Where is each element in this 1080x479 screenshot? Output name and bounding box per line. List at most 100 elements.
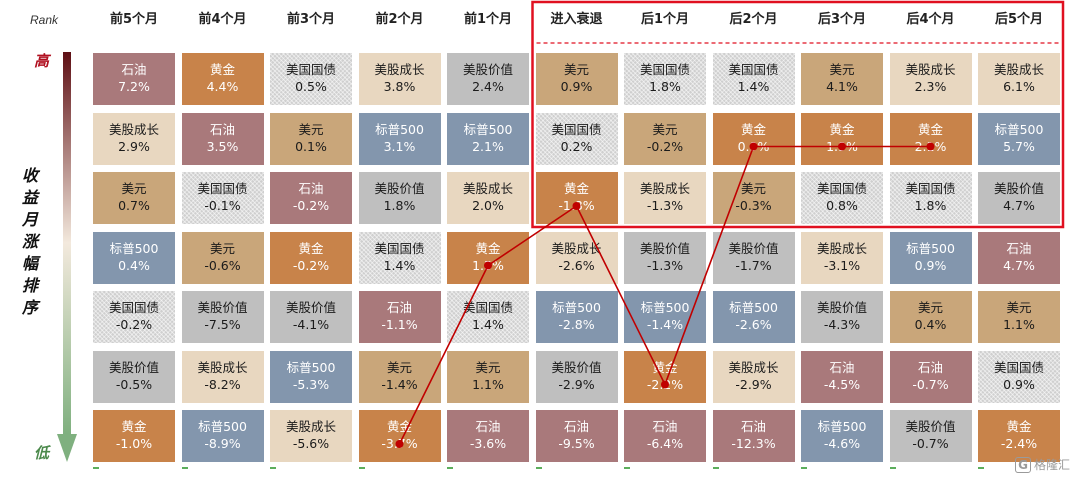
cell-asset: 美国国债 [108,300,159,315]
cell-asset: 黄金 [298,240,324,256]
cell-asset: 美股价值 [551,359,602,375]
grid-cell: 美元 0.9% [535,53,618,105]
cell-value: 2.3% [914,79,947,94]
cell-value: 0.5% [295,79,327,94]
grid-cell: 美股价值 -4.1% [270,291,352,343]
cell-asset: 美股成长 [905,62,956,77]
cell-asset: 标普500 [463,121,513,137]
cell-value: -8.2% [204,376,241,392]
column-header: 前2个月 [375,12,424,27]
column-base-tick [624,467,630,469]
cell-value: -2.9% [735,376,772,392]
watermark: G 格隆汇 [1015,456,1070,473]
cell-asset: 石油 [386,300,412,315]
cell-asset: 美股价值 [728,240,779,256]
grid-cell: 黄金-2.2% [624,350,706,403]
grid-cell: 标普500 2.1% [447,112,529,165]
highlight-box [531,0,1065,229]
cell-asset: 美元 [563,62,589,77]
gold-rank-point [572,202,581,210]
cell-value: 1.4% [737,79,770,94]
watermark-logo-icon: G [1015,457,1031,473]
grid-cell: 美股成长 6.1% [978,53,1060,105]
gold-rank-point [484,261,492,270]
y-axis-title-char: 涨 [22,232,39,251]
cell-value: -0.5% [115,376,153,392]
cell-value: 4.7% [1003,257,1035,273]
cell-value: -4.6% [823,436,861,451]
column-header: 前3个月 [286,12,336,27]
cell-value: 1.8% [649,79,681,94]
cell-value: -1.7% [735,257,772,273]
cell-asset: 美股成长 [462,181,513,196]
cell-asset: 美股成长 [728,359,779,375]
column-base-tick [93,467,99,469]
cell-asset: 美股成长 [108,121,159,137]
grid-cell: 美股成长 3.8% [358,53,441,105]
cell-asset: 标普500 [640,300,690,315]
cell-value: -6.4% [646,436,684,451]
grid-cell: 美国国债 0.2% [535,113,618,165]
cell-value: -2.8% [558,317,595,332]
grid-cell: 美股价值 -4.3% [801,291,883,343]
grid-cell: 美元 0.4% [889,291,972,343]
grid-cell: 美股成长 -8.2% [181,350,264,403]
column-base-tick [801,467,807,469]
grid-cell: 标普500 -2.6% [712,291,795,343]
cell-value: -0.6% [204,257,241,273]
cell-asset: 石油 [209,121,235,137]
grid-cell: 标普500 -2.8% [535,291,618,343]
cell-asset: 美股价值 [993,181,1044,196]
grid-cell: 石油 7.2% [93,53,175,105]
grid-cell: 美元 -0.6% [181,231,264,284]
cell-value: 7.2% [118,79,150,94]
cell-asset: 美元 [917,300,943,315]
cell-value: -0.2% [646,138,684,154]
grid-cell: 美股成长 -2.6% [535,231,618,284]
cell-value: 2.0% [472,198,504,213]
column-base-tick [447,467,453,469]
cell-value: -2.9% [558,376,595,392]
column-base-tick [889,467,896,469]
cell-value: 0.2% [560,138,593,154]
cell-value: 1.4% [472,317,504,332]
cell-asset: 美国国债 [551,121,602,137]
cell-value: -0.2% [115,317,153,332]
cell-value: -7.5% [204,317,241,332]
cell-asset: 石油 [740,419,766,434]
cell-value: -0.7% [912,436,949,451]
grid-cell: 美元 1.1% [447,350,529,403]
grid-cell: 美国国债 0.8% [801,172,883,224]
cell-asset: 美元 [1006,300,1032,315]
cell-asset: 黄金 [563,181,589,196]
cell-value: 0.4% [118,257,150,273]
y-axis-title: 收益月涨幅排序 [22,165,42,319]
grid-cell: 美股价值 -0.5% [93,350,175,403]
cell-asset: 美元 [652,121,678,137]
grid-cell: 美元 1.1% [978,291,1060,343]
y-axis-title-char: 排 [22,276,39,295]
cell-value: 1.8% [383,198,416,213]
cell-value: -0.3% [735,198,772,213]
grid-cell: 美国国债 -0.2% [93,291,175,343]
cell-value: -1.3% [646,257,684,273]
cell-value: 6.1% [1003,79,1035,94]
cell-asset: 美元 [121,181,147,196]
cell-asset: 美股成长 [551,240,602,256]
column-header: 后5个月 [994,12,1044,27]
cell-value: 1.8% [914,198,947,213]
column-header: 后1个月 [640,12,690,27]
y-axis-title-char: 幅 [22,254,39,273]
grid-cell: 标普500 -5.3% [270,350,352,403]
cell-value: -1.0% [115,436,153,451]
y-axis-arrow [57,52,77,462]
grid-cell: 黄金1.9% [801,112,883,165]
cell-value: 2.1% [472,138,504,154]
cell-value: 0.9% [1003,376,1035,392]
cell-asset: 美股价值 [197,300,248,315]
cell-asset: 标普500 [817,419,867,434]
grid-cell: 美元 -0.3% [712,172,795,224]
grid-cell: 美元 0.7% [93,172,175,224]
cell-asset: 美股价值 [639,240,690,256]
